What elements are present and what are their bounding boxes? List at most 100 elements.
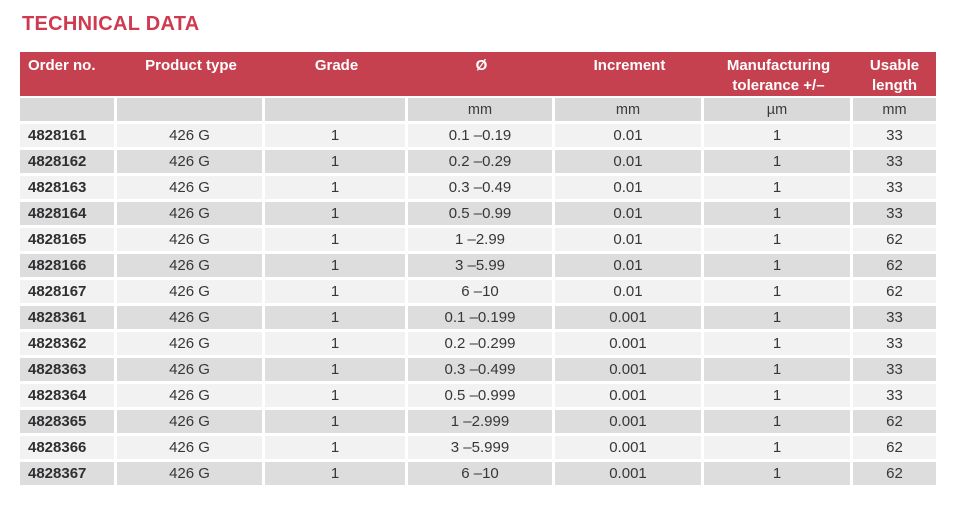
cell-diameter: 0.2 –0.299 bbox=[408, 332, 555, 358]
unit-increment: mm bbox=[555, 98, 704, 124]
cell-usable-length: 33 bbox=[853, 306, 936, 332]
cell-manufacturing-tolerance: 1 bbox=[704, 384, 853, 410]
unit-usable-length: mm bbox=[853, 98, 936, 124]
cell-manufacturing-tolerance: 1 bbox=[704, 280, 853, 306]
cell-increment: 0.01 bbox=[555, 202, 704, 228]
cell-grade: 1 bbox=[265, 358, 408, 384]
table-row: 4828163 426 G 1 0.3 –0.49 0.01 1 33 bbox=[20, 176, 936, 202]
cell-product-type: 426 G bbox=[117, 124, 265, 150]
cell-usable-length: 33 bbox=[853, 150, 936, 176]
table-row: 4828364 426 G 1 0.5 –0.999 0.001 1 33 bbox=[20, 384, 936, 410]
cell-order-no: 4828367 bbox=[20, 462, 117, 488]
cell-order-no: 4828365 bbox=[20, 410, 117, 436]
cell-product-type: 426 G bbox=[117, 228, 265, 254]
cell-order-no: 4828161 bbox=[20, 124, 117, 150]
cell-grade: 1 bbox=[265, 332, 408, 358]
cell-manufacturing-tolerance: 1 bbox=[704, 254, 853, 280]
cell-product-type: 426 G bbox=[117, 150, 265, 176]
cell-usable-length: 62 bbox=[853, 280, 936, 306]
table-row: 4828361 426 G 1 0.1 –0.199 0.001 1 33 bbox=[20, 306, 936, 332]
cell-grade: 1 bbox=[265, 306, 408, 332]
cell-manufacturing-tolerance: 1 bbox=[704, 228, 853, 254]
unit-order-no bbox=[20, 98, 117, 124]
cell-order-no: 4828166 bbox=[20, 254, 117, 280]
cell-order-no: 4828361 bbox=[20, 306, 117, 332]
cell-usable-length: 62 bbox=[853, 228, 936, 254]
cell-usable-length: 33 bbox=[853, 202, 936, 228]
table-body: 4828161 426 G 1 0.1 –0.19 0.01 1 33 4828162 426 … bbox=[20, 124, 936, 488]
cell-usable-length: 33 bbox=[853, 332, 936, 358]
cell-diameter: 1 –2.999 bbox=[408, 410, 555, 436]
cell-diameter: 3 –5.99 bbox=[408, 254, 555, 280]
cell-manufacturing-tolerance: 1 bbox=[704, 462, 853, 488]
column-header-order-no: Order no. bbox=[20, 52, 117, 98]
unit-diameter: mm bbox=[408, 98, 555, 124]
cell-order-no: 4828363 bbox=[20, 358, 117, 384]
table-units-row: mm mm µm mm bbox=[20, 98, 936, 124]
cell-diameter: 6 –10 bbox=[408, 280, 555, 306]
cell-usable-length: 62 bbox=[853, 410, 936, 436]
cell-diameter: 3 –5.999 bbox=[408, 436, 555, 462]
cell-increment: 0.001 bbox=[555, 410, 704, 436]
cell-usable-length: 33 bbox=[853, 176, 936, 202]
cell-product-type: 426 G bbox=[117, 280, 265, 306]
cell-usable-length: 62 bbox=[853, 436, 936, 462]
cell-manufacturing-tolerance: 1 bbox=[704, 176, 853, 202]
cell-order-no: 4828167 bbox=[20, 280, 117, 306]
cell-diameter: 0.3 –0.499 bbox=[408, 358, 555, 384]
cell-increment: 0.001 bbox=[555, 384, 704, 410]
cell-product-type: 426 G bbox=[117, 306, 265, 332]
unit-manufacturing-tolerance: µm bbox=[704, 98, 853, 124]
cell-increment: 0.01 bbox=[555, 280, 704, 306]
column-header-usable-length: Usable length bbox=[853, 52, 936, 98]
cell-grade: 1 bbox=[265, 462, 408, 488]
column-header-manufacturing-tolerance: Manufacturing tolerance +/– bbox=[704, 52, 853, 98]
table-row: 4828362 426 G 1 0.2 –0.299 0.001 1 33 bbox=[20, 332, 936, 358]
cell-product-type: 426 G bbox=[117, 332, 265, 358]
column-header-product-type: Product type bbox=[117, 52, 265, 98]
cell-diameter: 6 –10 bbox=[408, 462, 555, 488]
cell-increment: 0.001 bbox=[555, 462, 704, 488]
cell-product-type: 426 G bbox=[117, 202, 265, 228]
cell-order-no: 4828162 bbox=[20, 150, 117, 176]
cell-usable-length: 33 bbox=[853, 384, 936, 410]
cell-increment: 0.001 bbox=[555, 358, 704, 384]
cell-usable-length: 33 bbox=[853, 124, 936, 150]
cell-grade: 1 bbox=[265, 150, 408, 176]
cell-order-no: 4828362 bbox=[20, 332, 117, 358]
page-title: TECHNICAL DATA bbox=[22, 13, 200, 35]
cell-grade: 1 bbox=[265, 228, 408, 254]
cell-increment: 0.01 bbox=[555, 124, 704, 150]
table-row: 4828363 426 G 1 0.3 –0.499 0.001 1 33 bbox=[20, 358, 936, 384]
cell-grade: 1 bbox=[265, 280, 408, 306]
cell-grade: 1 bbox=[265, 176, 408, 202]
column-header-increment: Increment bbox=[555, 52, 704, 98]
cell-increment: 0.01 bbox=[555, 176, 704, 202]
cell-usable-length: 62 bbox=[853, 462, 936, 488]
cell-increment: 0.01 bbox=[555, 150, 704, 176]
table-row: 4828162 426 G 1 0.2 –0.29 0.01 1 33 bbox=[20, 150, 936, 176]
column-header-grade: Grade bbox=[265, 52, 408, 98]
cell-order-no: 4828364 bbox=[20, 384, 117, 410]
cell-diameter: 0.3 –0.49 bbox=[408, 176, 555, 202]
cell-increment: 0.001 bbox=[555, 332, 704, 358]
cell-product-type: 426 G bbox=[117, 176, 265, 202]
cell-product-type: 426 G bbox=[117, 358, 265, 384]
cell-increment: 0.001 bbox=[555, 306, 704, 332]
cell-manufacturing-tolerance: 1 bbox=[704, 358, 853, 384]
cell-order-no: 4828366 bbox=[20, 436, 117, 462]
cell-increment: 0.01 bbox=[555, 254, 704, 280]
cell-order-no: 4828165 bbox=[20, 228, 117, 254]
cell-grade: 1 bbox=[265, 124, 408, 150]
cell-manufacturing-tolerance: 1 bbox=[704, 436, 853, 462]
cell-usable-length: 62 bbox=[853, 254, 936, 280]
cell-order-no: 4828163 bbox=[20, 176, 117, 202]
cell-grade: 1 bbox=[265, 254, 408, 280]
table-row: 4828161 426 G 1 0.1 –0.19 0.01 1 33 bbox=[20, 124, 936, 150]
